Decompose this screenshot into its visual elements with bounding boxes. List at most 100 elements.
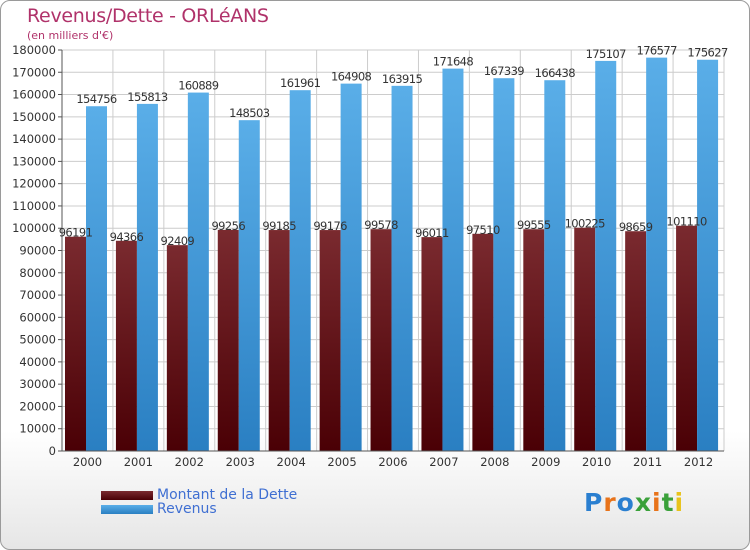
x-tick-label: 2002	[175, 455, 204, 469]
bar-debt	[268, 230, 290, 451]
y-tick-label: 160000	[12, 88, 56, 102]
y-tick-label: 20000	[19, 399, 56, 413]
x-tick-label: 2010	[582, 455, 611, 469]
bar-debt	[574, 227, 596, 451]
data-label-revenue: 155813	[127, 90, 168, 104]
data-label-revenue: 167339	[484, 64, 525, 78]
bar-revenue	[442, 68, 464, 452]
logo-letter: i	[652, 488, 662, 517]
bar-revenue	[646, 57, 668, 452]
legend-swatch-revenue	[101, 504, 153, 514]
y-tick-label: 180000	[12, 43, 56, 57]
legend-label-debt: Montant de la Dette	[157, 487, 298, 503]
data-label-debt: 94366	[110, 230, 144, 244]
chart-title: Revenus/Dette - ORLéANS	[27, 5, 269, 27]
chart-subtitle: (en milliers d'€)	[27, 29, 114, 42]
legend-swatch-debt	[101, 490, 153, 500]
bar-debt	[65, 236, 86, 451]
bar-revenue	[493, 78, 515, 451]
data-label-debt: 96191	[59, 226, 93, 240]
x-tick-label: 2012	[684, 455, 713, 469]
bar-debt	[217, 229, 239, 451]
bar-revenue	[340, 83, 362, 452]
y-tick-label: 110000	[12, 199, 56, 213]
y-tick-label: 70000	[19, 288, 56, 302]
data-label-revenue: 171648	[433, 55, 474, 69]
y-tick-label: 40000	[19, 355, 56, 369]
data-label-debt: 99176	[313, 219, 347, 233]
bar-debt	[472, 233, 494, 451]
data-label-debt: 99185	[262, 219, 296, 233]
logo-letter: x	[634, 488, 652, 517]
bar-debt	[370, 229, 392, 451]
bar-debt	[625, 231, 647, 451]
y-tick-label: 0	[49, 444, 56, 458]
data-label-debt: 101110	[666, 215, 707, 229]
bar-revenue	[187, 92, 209, 451]
bar-revenue	[86, 106, 107, 451]
y-tick-label: 30000	[19, 377, 56, 391]
logo-letter: i	[674, 488, 685, 517]
legend-item-debt: Montant de la Dette	[101, 487, 297, 503]
data-label-debt: 99256	[211, 219, 245, 233]
data-label-debt: 92409	[161, 234, 195, 248]
y-tick-label: 130000	[12, 154, 56, 168]
y-tick-label: 140000	[12, 132, 56, 146]
bar-revenue	[697, 59, 719, 452]
x-tick-label: 2001	[124, 455, 153, 469]
data-label-revenue: 164908	[331, 70, 372, 84]
data-label-debt: 96011	[415, 226, 449, 240]
legend-label-revenue: Revenus	[157, 501, 217, 517]
logo-letter: r	[603, 488, 617, 517]
data-label-revenue: 160889	[178, 79, 219, 93]
data-label-debt: 99555	[517, 218, 551, 232]
y-tick-label: 100000	[12, 221, 56, 235]
bar-revenue	[544, 80, 566, 451]
bar-debt	[676, 225, 698, 451]
bar-revenue	[289, 90, 311, 451]
y-tick-label: 80000	[19, 266, 56, 280]
y-tick-label: 50000	[19, 333, 56, 347]
proxiti-logo: Proxiti	[584, 488, 684, 517]
data-label-debt: 100225	[565, 217, 606, 231]
bar-revenue	[136, 103, 158, 451]
logo-letter: t	[661, 488, 675, 517]
data-label-debt: 98659	[619, 220, 653, 234]
x-tick-label: 2008	[480, 455, 509, 469]
y-tick-label: 120000	[12, 177, 56, 191]
x-tick-label: 2009	[531, 455, 560, 469]
logo-letter: P	[584, 488, 604, 517]
y-tick-label: 150000	[12, 110, 56, 124]
x-tick-label: 2005	[327, 455, 356, 469]
data-label-revenue: 154756	[76, 92, 117, 106]
bar-revenue	[391, 85, 413, 452]
x-tick-label: 2011	[633, 455, 662, 469]
x-tick-label: 2007	[429, 455, 458, 469]
data-label-revenue: 175627	[687, 46, 728, 60]
data-label-revenue: 166438	[535, 66, 576, 80]
bar-revenue	[595, 60, 617, 452]
x-tick-label: 2000	[73, 455, 102, 469]
data-label-revenue: 163915	[382, 72, 423, 86]
y-tick-label: 10000	[19, 422, 56, 436]
y-tick-label: 90000	[19, 244, 56, 258]
data-label-debt: 99578	[364, 218, 398, 232]
data-label-revenue: 175107	[586, 47, 627, 61]
bar-debt	[421, 237, 443, 451]
x-tick-label: 2003	[226, 455, 255, 469]
bar-revenue	[238, 120, 260, 451]
bar-debt	[523, 229, 545, 451]
x-tick-label: 2004	[277, 455, 306, 469]
bar-debt	[115, 240, 137, 451]
data-label-revenue: 176577	[636, 44, 677, 58]
bar-debt	[319, 230, 341, 451]
x-tick-label: 2006	[378, 455, 407, 469]
logo-letter: o	[616, 488, 635, 517]
legend-item-revenue: Revenus	[101, 501, 217, 517]
y-tick-label: 170000	[12, 65, 56, 79]
data-label-revenue: 148503	[229, 106, 270, 120]
data-label-debt: 97510	[466, 223, 500, 237]
y-tick-label: 60000	[19, 310, 56, 324]
